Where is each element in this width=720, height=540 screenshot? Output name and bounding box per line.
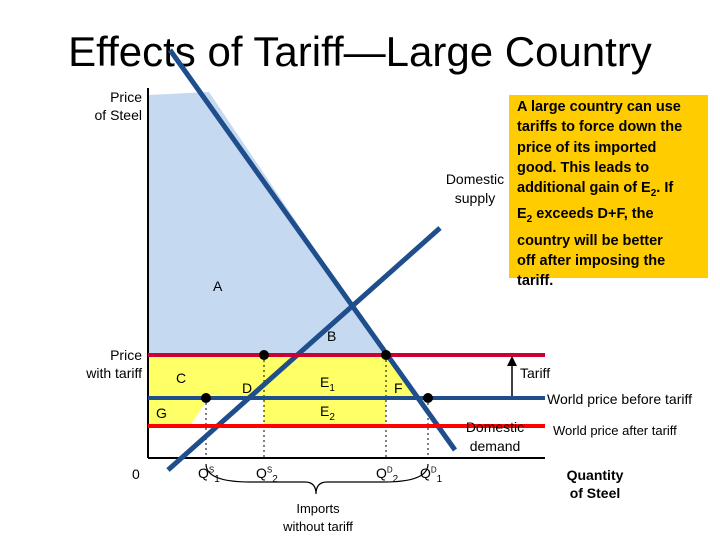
point-demand-world [423,393,433,403]
callout-line: E2 exceeds D+F, the [517,206,654,226]
x-axis-label: Quantity of Steel [566,467,624,501]
point-supply-world [201,393,211,403]
area-e1 [264,355,386,398]
area-a [148,92,386,355]
q1d-label: QD1 [420,465,443,485]
area-g-label: G [156,405,167,421]
area-e2 [264,398,386,426]
tariff-label: Tariff [520,365,551,381]
area-c [148,355,264,398]
area-d-label: D [242,380,253,396]
callout-line: price of its imported [517,139,657,156]
area-a-label: A [213,278,223,294]
world-price-after-label: World price after tariff [553,423,677,438]
y-axis-label: Price of Steel [94,89,142,123]
area-g [148,398,208,426]
supply-label: Domestic supply [445,171,505,206]
imports-brace [205,463,429,495]
imports-label: Imports without tariff [283,501,353,534]
point-supply-tariff [259,350,269,360]
point-demand-tariff [381,350,391,360]
origin-label: 0 [132,466,140,482]
tariff-arrowhead [507,356,517,366]
price-with-tariff-label: Price with tariff [86,347,142,381]
callout-line: good. This leads to [517,159,650,176]
q2s-label: QS2 [256,465,278,485]
callout-line: A large country can use [517,99,681,115]
callout-line: tariff. [517,273,554,290]
callout-line: off after imposing the [517,252,666,269]
q1s-label: QS1 [198,465,220,485]
area-b-label: B [327,328,337,344]
supply-curve [166,226,442,472]
demand-label: Domestic demand [465,419,525,454]
q2d-label: QD2 [376,465,399,485]
area-e1-label: E1 [320,374,335,394]
page-title: Effects of Tariff—Large Country [68,28,652,75]
world-price-before-label: World price before tariff [547,391,692,407]
callout-line: additional gain of E2. If [517,180,674,200]
demand-curve [167,48,458,452]
area-e2-label: E2 [320,403,335,423]
area-d [208,355,264,398]
callout-line: country will be better [517,232,663,249]
explanation-callout: A large country can use tariffs to force… [509,95,708,289]
area-c-label: C [176,370,187,386]
area-f-label: F [394,380,403,396]
callout-line: tariffs to force down the [517,119,683,136]
